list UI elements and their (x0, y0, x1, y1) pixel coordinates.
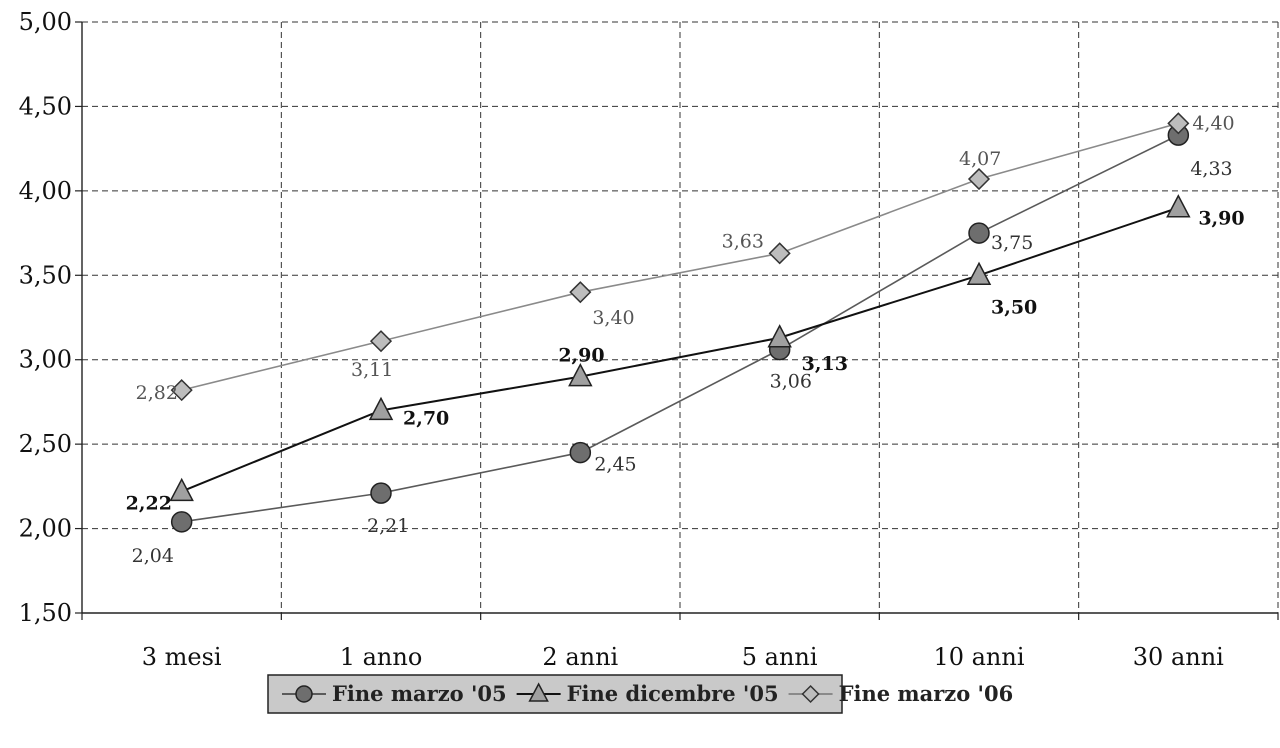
data-point-triangle (966, 261, 992, 286)
y-tick-label: 3,50 (19, 261, 72, 289)
y-tick-label: 3,00 (19, 346, 72, 374)
legend-entry: Fine dicembre '05 (516, 681, 779, 706)
data-point-diamond (170, 379, 193, 402)
data-point-triangle (368, 396, 394, 421)
x-tick-label: 30 anni (1133, 643, 1224, 671)
data-label: 2,45 (594, 454, 636, 476)
series-diamond (170, 112, 1190, 402)
data-point-diamond (369, 330, 393, 353)
y-tick-label: 5,00 (19, 8, 72, 36)
data-label: 3,50 (991, 296, 1037, 318)
series-triangle (169, 194, 1191, 502)
x-tick-label: 2 anni (542, 643, 618, 671)
data-label: 4,33 (1190, 158, 1232, 180)
data-label: 3,90 (1198, 208, 1244, 230)
axes (75, 21, 1279, 620)
y-tick-label: 4,00 (19, 177, 72, 205)
data-point-diamond (569, 281, 592, 304)
legend-marker-triangle (528, 682, 549, 702)
data-label: 3,13 (802, 353, 848, 375)
series-line (181, 134, 1179, 523)
x-tick-label: 3 mesi (142, 643, 222, 671)
grid (82, 21, 1279, 613)
data-label: 2,21 (367, 515, 409, 537)
data-label: 3,06 (770, 371, 812, 393)
data-label: 3,75 (991, 232, 1033, 254)
y-tick-label: 4,50 (19, 92, 72, 120)
legend-label: Fine marzo '05 (332, 681, 507, 706)
data-point-diamond (768, 242, 791, 265)
data-label: 2,70 (403, 407, 449, 429)
data-label: 3,40 (592, 307, 634, 329)
x-tick-label: 5 anni (742, 643, 818, 671)
data-point-triangle (767, 324, 792, 348)
legend-entry: Fine marzo '05 (282, 681, 507, 706)
data-label: 2,90 (558, 345, 604, 367)
data-label: 3,11 (351, 359, 393, 381)
data-point-diamond (967, 167, 991, 191)
series-line (181, 122, 1179, 391)
data-point-circle (170, 511, 193, 533)
legend-label: Fine dicembre '05 (567, 681, 779, 706)
data-labels: 2,04 2,21 2,45 3,06 3,75 4,33 2,22 2,70 2,90 3,13… (126, 112, 1245, 567)
y-tick-label: 2,50 (19, 430, 72, 458)
series-layer (169, 112, 1191, 533)
data-point-triangle (568, 362, 593, 387)
data-label: 2,22 (126, 492, 172, 514)
series-circle (170, 124, 1190, 533)
tick-labels: 1,50 2,00 2,50 3,00 3,50 4,00 4,50 5,00 3 mesi 1 … (19, 8, 1225, 671)
data-label: 2,82 (136, 382, 178, 404)
data-point-triangle (169, 477, 194, 502)
legend-marker-circle (295, 685, 313, 703)
data-label: 4,40 (1192, 112, 1234, 134)
data-point-circle (569, 441, 592, 464)
series-line (181, 206, 1179, 493)
data-label: 4,07 (959, 148, 1001, 170)
legend-entry: Fine marzo '06 (788, 681, 1014, 706)
data-point-triangle (1166, 194, 1191, 218)
data-point-circle (968, 222, 990, 244)
data-point-circle (370, 482, 392, 504)
y-tick-label: 2,00 (19, 515, 72, 543)
data-label: 2,04 (132, 545, 174, 567)
y-tick-label: 1,50 (19, 599, 72, 627)
x-tick-label: 1 anno (340, 643, 423, 671)
data-label: 3,63 (722, 230, 764, 252)
data-point-diamond (1167, 112, 1190, 135)
legend-label: Fine marzo '06 (839, 681, 1014, 706)
legend: Fine marzo '05 Fine dicembre '05 Fine marz… (267, 674, 1014, 714)
x-tick-label: 10 anni (933, 643, 1024, 671)
legend-marker-diamond (801, 684, 820, 704)
